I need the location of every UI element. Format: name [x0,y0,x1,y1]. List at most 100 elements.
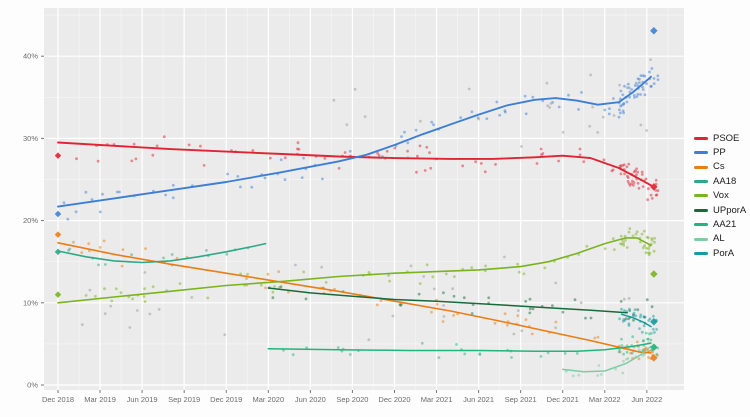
poll-point-others-low [627,297,631,300]
poll-point-PSOE [416,154,419,158]
poll-point-Vox [603,247,607,251]
poll-point-others-low [554,326,557,330]
poll-point-PP [115,190,119,194]
x-tick-label: Dec 2021 [547,395,579,404]
poll-point-PSOE [429,166,433,170]
poll-point-PSOE [323,157,327,160]
poll-point-PSOE [151,153,155,157]
poll-point-Cs [245,277,248,280]
legend-item-AA21: AA21 [694,219,746,230]
poll-point-PP [414,128,418,132]
poll-point-AA21 [305,346,308,350]
y-tick-label: 0% [27,381,38,390]
plot-panel [44,8,684,390]
poll-point-AA21 [649,338,653,342]
poll-point-Vox [324,281,328,284]
poll-point-Cs [647,356,650,359]
poll-point-Cs [503,312,507,316]
poll-point-PP [557,105,561,109]
poll-point-PP [656,74,660,78]
poll-point-PSOE [385,149,389,153]
poll-point-AA21 [510,356,513,359]
trend-line-PSOE [57,141,652,187]
poll-point-AA21 [617,350,621,354]
poll-point-PSOE [623,163,626,167]
legend-item-PSOE: PSOE [694,133,746,144]
poll-point-PP [648,70,651,74]
poll-point-Vox [387,274,390,277]
poll-point-Vox [622,243,626,247]
poll-point-Vox [653,236,656,240]
poll-point-PorA [639,313,643,317]
poll-point-Vox [103,287,106,291]
poll-point-UPporA [584,316,587,320]
x-tick-label: Dec 2019 [210,395,242,404]
poll-point-PorA [653,331,656,334]
poll-point-Vox [273,285,276,288]
poll-point-PP [101,192,104,196]
poll-point-Cs [493,321,497,325]
poll-point-Cs [530,332,534,336]
poll-point-others-low [190,296,194,299]
poll-point-UPporA [271,296,275,300]
poll-point-UPporA [531,307,535,311]
poll-point-PSOE [425,145,429,149]
poll-point-PP [580,91,583,94]
poll-point-PSOE [602,158,606,162]
poll-point-PP [498,113,502,117]
x-tick-label: Jun 2022 [631,395,662,404]
poll-point-others-high [591,105,594,109]
poll-point-PP [236,175,240,178]
trend-line-AA18 [57,242,267,264]
poll-point-AA21 [539,355,543,358]
poll-point-PP [628,95,631,99]
poll-point-PSOE [578,147,582,151]
poll-point-others-low [148,312,152,316]
poll-point-PorA [638,327,641,330]
poll-point-AL [637,348,641,352]
legend-swatch-AL [694,237,708,241]
poll-point-PP [618,111,622,115]
poll-point-AA21 [463,352,467,356]
poll-point-UPporA [551,304,554,307]
poll-point-Vox [640,232,644,236]
poll-point-UPporA [589,316,593,320]
poll-point-AL [571,374,575,378]
poll-point-PorA [618,317,621,321]
poll-point-UPporA [417,292,421,296]
poll-point-Vox [652,249,656,253]
poll-point-PP [239,185,242,189]
poll-point-PP [656,78,660,81]
poll-point-AA21 [631,335,635,339]
poll-point-Cs [554,320,558,324]
poll-point-others-low [520,329,524,333]
poll-point-others-high [625,86,629,89]
poll-point-UPporA [636,308,640,312]
poll-point-PSOE [654,189,658,192]
poll-point-PP [639,74,643,77]
poll-point-PSOE [162,135,166,139]
poll-point-UPporA [279,285,283,289]
poll-point-Vox [142,295,146,298]
poll-point-PSOE [283,156,287,160]
poll-point-PP [283,178,287,182]
poll-point-AA21 [644,331,648,335]
poll-point-Vox [388,279,391,283]
poll-point-Vox [444,272,448,276]
poll-point-AA21 [420,341,424,345]
poll-point-others-low [422,275,426,278]
poll-point-PSOE [535,162,539,165]
y-tick-label: 10% [23,298,38,307]
poll-point-PorA [642,315,646,319]
legend-swatch-PorA [694,252,708,256]
poll-point-Vox [639,240,642,244]
poll-point-Cs [287,290,290,294]
legend-item-PorA: PorA [694,248,746,259]
poll-point-Vox [585,244,589,248]
poll-point-UPporA [470,312,474,315]
poll-point-others-high [639,123,643,127]
trend-line-PorA [620,313,652,328]
legend-swatch-PSOE [694,136,708,140]
poll-point-PSOE [406,149,409,153]
legend-swatch-UPporA [694,208,708,212]
